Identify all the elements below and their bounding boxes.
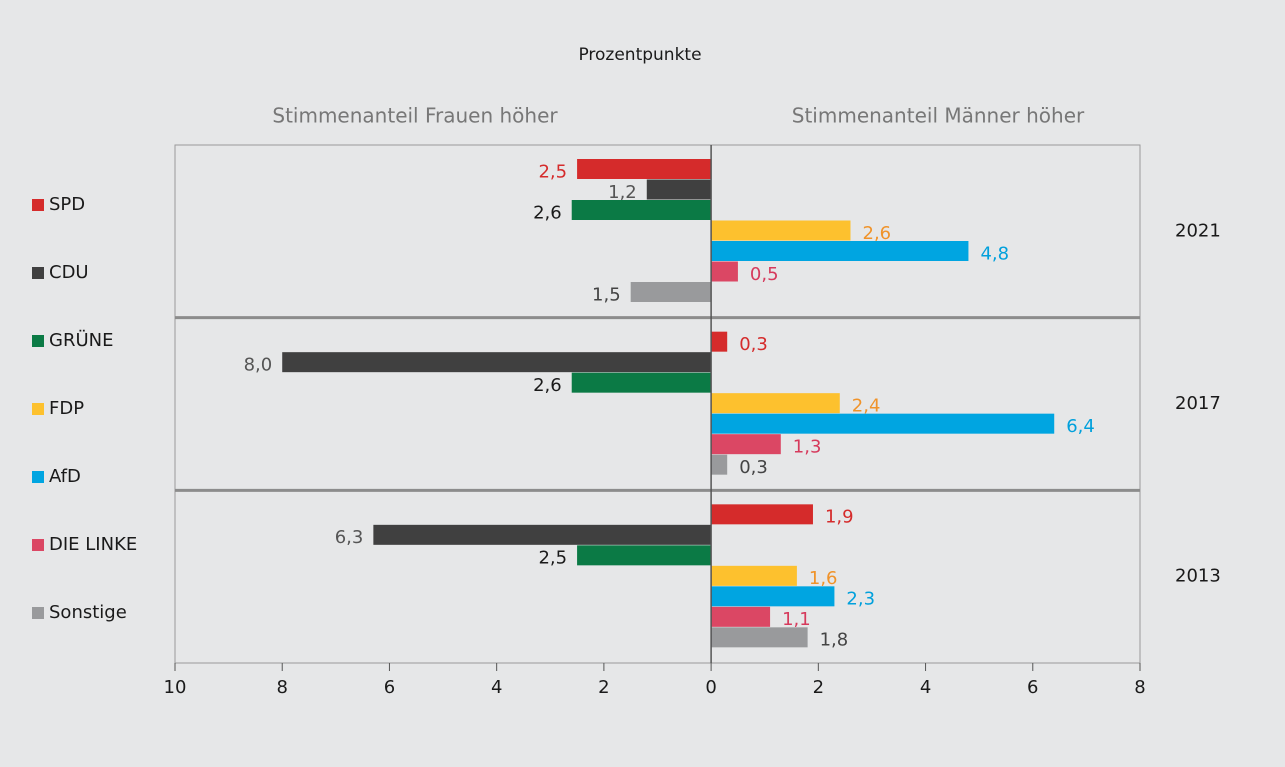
bar [711, 220, 851, 241]
value-label: 2,5 [538, 161, 567, 182]
legend-swatch [32, 335, 44, 347]
bar [711, 565, 797, 586]
value-label: 2,6 [533, 202, 562, 223]
x-tick-label: 6 [384, 677, 395, 698]
bar [711, 413, 1055, 434]
value-label: 1,9 [825, 507, 854, 528]
value-label: 1,6 [809, 568, 838, 589]
bar [646, 179, 712, 200]
value-label: 2,6 [863, 223, 892, 244]
value-label: 4,8 [980, 243, 1009, 264]
value-label: 2,4 [852, 395, 881, 416]
bar [373, 524, 712, 545]
value-label: 6,3 [335, 527, 364, 548]
x-tick-label: 2 [813, 677, 824, 698]
x-tick-label: 6 [1027, 677, 1038, 698]
bar [711, 434, 781, 455]
group-label: 2021 [1175, 220, 1221, 241]
legend-label: AfD [49, 466, 81, 487]
bar [571, 372, 712, 393]
bar [711, 454, 728, 475]
value-label: 6,4 [1066, 416, 1095, 437]
value-label: 1,8 [820, 630, 849, 651]
x-tick-label: 10 [164, 677, 187, 698]
legend-label: SPD [49, 194, 85, 215]
value-label: 2,5 [538, 548, 567, 569]
value-label: 1,3 [793, 436, 822, 457]
chart-subtitle: Prozentpunkte [578, 45, 701, 65]
value-label: 1,5 [592, 284, 621, 305]
legend-swatch [32, 403, 44, 415]
bar [711, 261, 738, 282]
bar [711, 393, 840, 414]
group-label: 2017 [1175, 393, 1221, 414]
bar [630, 282, 712, 302]
value-label: 1,2 [608, 182, 637, 203]
left-label: Stimmenanteil Frauen höher [272, 104, 558, 128]
value-label: 8,0 [244, 354, 273, 375]
x-tick-label: 4 [920, 677, 931, 698]
x-tick-label: 4 [491, 677, 502, 698]
x-tick-label: 8 [1134, 677, 1145, 698]
legend-swatch [32, 471, 44, 483]
legend-swatch [32, 607, 44, 619]
value-label: 2,3 [846, 589, 875, 610]
legend-swatch [32, 199, 44, 211]
value-label: 0,5 [750, 264, 779, 285]
legend-label: FDP [49, 398, 84, 419]
bar [711, 627, 808, 648]
right-label: Stimmenanteil Männer höher [792, 104, 1085, 128]
value-label: 2,6 [533, 375, 562, 396]
legend-label: Sonstige [49, 602, 127, 623]
legend-label: GRÜNE [49, 329, 113, 351]
legend-swatch [32, 267, 44, 279]
bar [711, 586, 835, 607]
x-tick-label: 2 [598, 677, 609, 698]
bar [711, 606, 771, 627]
bar [711, 331, 728, 352]
value-label: 1,1 [782, 609, 811, 630]
bar [577, 159, 712, 179]
x-tick-label: 8 [276, 677, 287, 698]
legend-label: CDU [49, 262, 89, 283]
legend-swatch [32, 539, 44, 551]
bar [571, 200, 712, 220]
legend-label: DIE LINKE [49, 534, 137, 555]
group-label: 2013 [1175, 566, 1221, 587]
bar [282, 352, 712, 373]
bar [711, 504, 813, 525]
x-tick-label: 0 [705, 677, 716, 698]
value-label: 0,3 [739, 457, 768, 478]
bar [577, 545, 712, 566]
value-label: 0,3 [739, 334, 768, 355]
plot-frame [174, 144, 1141, 664]
bar [711, 241, 969, 261]
